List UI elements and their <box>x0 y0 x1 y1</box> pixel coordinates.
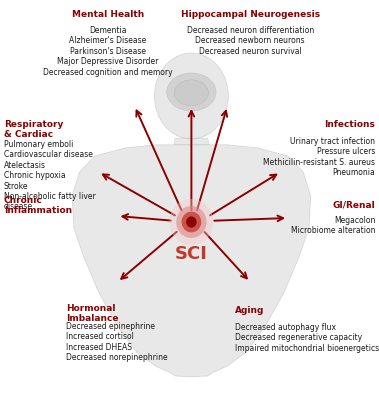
Ellipse shape <box>155 53 228 139</box>
Text: Urinary tract infection
Pressure ulcers
Methicilin-resistant S. aureus
Pneumonia: Urinary tract infection Pressure ulcers … <box>263 137 375 177</box>
Text: Megacolon
Microbiome alteration: Megacolon Microbiome alteration <box>291 216 375 235</box>
Circle shape <box>169 199 213 245</box>
Text: Decreased epinephrine
Increased cortisol
Increased DHEAS
Decreased norepinephrin: Decreased epinephrine Increased cortisol… <box>66 322 168 362</box>
Text: Pulmonary emboli
Cardiovascular disease
Atelectasis
Chronic hypoxia
Stroke
Non-a: Pulmonary emboli Cardiovascular disease … <box>4 140 96 211</box>
Ellipse shape <box>167 73 216 111</box>
Circle shape <box>182 212 201 232</box>
Text: Decreased neuron differentiation
Decreased newborn neurons
Decreased neuron surv: Decreased neuron differentiation Decreas… <box>186 26 314 56</box>
Text: Infections: Infections <box>324 120 375 129</box>
Circle shape <box>186 216 197 228</box>
Text: SCI: SCI <box>175 245 208 263</box>
Text: Dementia
Alzheimer's Disease
Parkinson's Disease
Major Depressive Disorder
Decre: Dementia Alzheimer's Disease Parkinson's… <box>43 26 173 77</box>
PathPatch shape <box>174 138 209 145</box>
Polygon shape <box>72 145 311 377</box>
Text: GI/Renal: GI/Renal <box>332 200 375 209</box>
Circle shape <box>176 206 207 238</box>
Text: Chronic
Inflammation: Chronic Inflammation <box>4 196 72 215</box>
Ellipse shape <box>174 80 208 106</box>
Text: Mental Health: Mental Health <box>72 10 144 19</box>
Text: Aging: Aging <box>235 306 265 315</box>
Text: Respiratory
& Cardiac: Respiratory & Cardiac <box>4 120 63 139</box>
Text: Hippocampal Neurogenesis: Hippocampal Neurogenesis <box>180 10 320 19</box>
Text: Hormonal
Imbalance: Hormonal Imbalance <box>66 304 119 323</box>
Text: Decreased autophagy flux
Decreased regenerative capacity
Impaired mitochondrial : Decreased autophagy flux Decreased regen… <box>235 323 379 353</box>
